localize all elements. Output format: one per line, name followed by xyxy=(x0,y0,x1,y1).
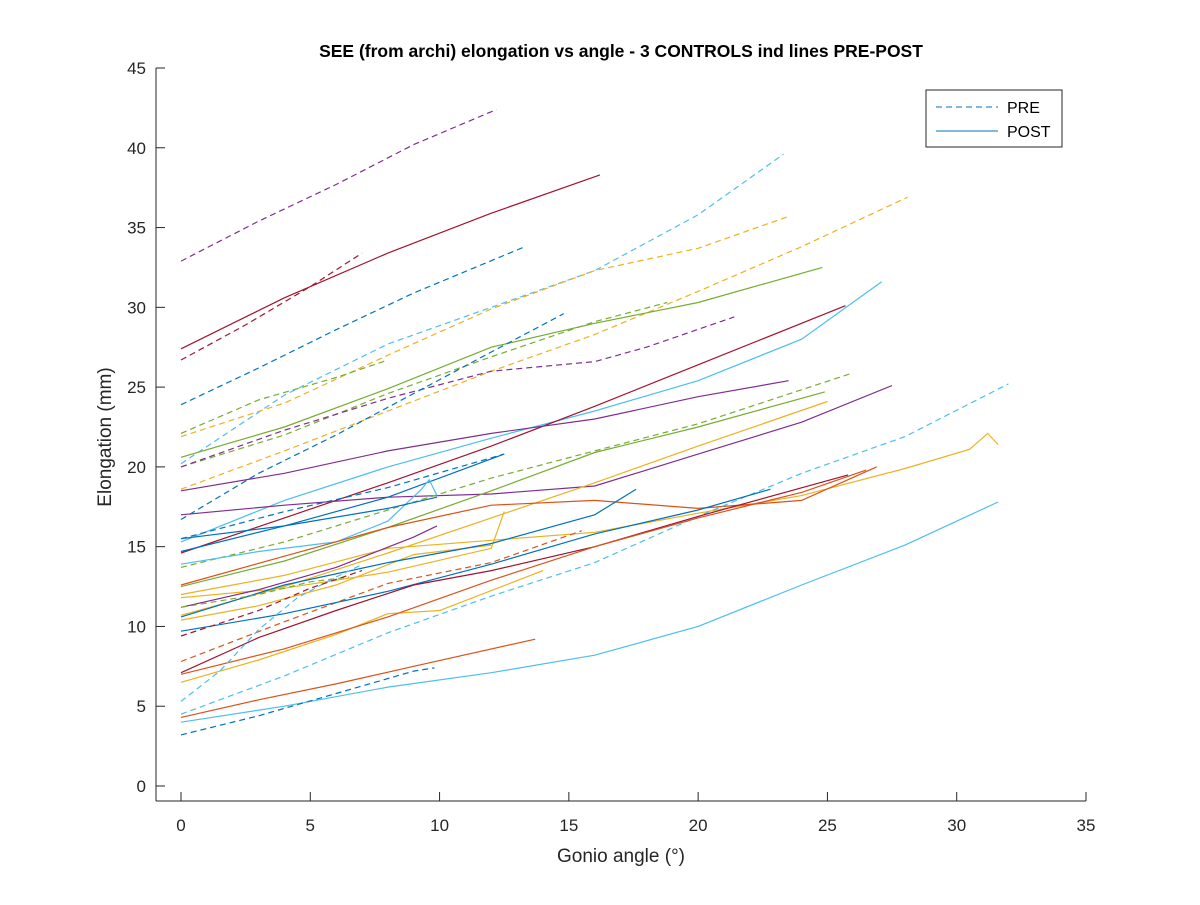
y-tick-label: 0 xyxy=(137,777,146,796)
x-tick-label: 0 xyxy=(176,816,185,835)
series-line-24 xyxy=(180,432,999,596)
series-line-5 xyxy=(180,153,784,465)
series-line-30 xyxy=(180,488,771,632)
series-line-14 xyxy=(180,305,846,554)
x-tick-label: 10 xyxy=(430,816,449,835)
x-tick-label: 15 xyxy=(559,816,578,835)
x-tick-label: 20 xyxy=(689,816,708,835)
series-line-1 xyxy=(180,108,497,262)
series-line-6 xyxy=(180,215,789,438)
legend-label-post: POST xyxy=(1007,124,1051,141)
legend: PRE POST xyxy=(925,89,1063,148)
series-line-13 xyxy=(180,281,883,543)
y-tick-label: 20 xyxy=(127,458,146,477)
ticks-layer: 0 5 10 15 20 25 30 35 0 5 10 15 20 25 30 35 40 45 xyxy=(127,59,1095,835)
series-line-33 xyxy=(180,474,849,674)
x-axis-label: Gonio angle (°) xyxy=(557,846,685,867)
legend-box xyxy=(925,89,1063,148)
x-tick-label: 30 xyxy=(947,816,966,835)
series-line-27 xyxy=(180,530,582,663)
series-line-8 xyxy=(180,359,389,434)
y-tick-label: 35 xyxy=(127,219,146,238)
y-tick-label: 10 xyxy=(127,617,146,636)
series-line-22 xyxy=(180,478,438,565)
series-line-20 xyxy=(180,453,505,553)
series-line-25 xyxy=(180,466,877,586)
y-axis-label: Elongation (mm) xyxy=(95,367,116,506)
x-tick-label: 5 xyxy=(306,816,315,835)
series-line-18 xyxy=(180,391,825,588)
series-line-35 xyxy=(180,469,867,675)
y-tick-label: 40 xyxy=(127,139,146,158)
y-tick-label: 15 xyxy=(127,538,146,557)
series-line-36 xyxy=(180,565,360,702)
series-line-15 xyxy=(180,380,789,492)
y-tick-label: 30 xyxy=(127,298,146,317)
series-line-7 xyxy=(180,196,908,490)
legend-label-pre: PRE xyxy=(1007,100,1040,117)
series-line-12 xyxy=(180,313,564,521)
y-tick-label: 25 xyxy=(127,378,146,397)
series-line-31 xyxy=(180,488,637,618)
series-line-29 xyxy=(180,544,492,621)
series-line-4 xyxy=(180,246,526,406)
series-line-26 xyxy=(180,383,1009,715)
series-line-19 xyxy=(180,400,828,616)
series-line-37 xyxy=(180,576,350,608)
series-line-16 xyxy=(180,384,893,516)
series-line-32 xyxy=(180,525,438,608)
series-line-41 xyxy=(180,667,435,736)
series-line-23 xyxy=(180,496,438,540)
chart-title: SEE (from archi) elongation vs angle - 3… xyxy=(319,41,923,61)
series-line-38 xyxy=(180,570,363,637)
series-line-3 xyxy=(180,252,363,361)
series-line-34 xyxy=(180,570,544,683)
axes-layer xyxy=(155,68,1086,802)
series-line-17 xyxy=(180,372,854,568)
x-tick-label: 35 xyxy=(1077,816,1096,835)
series-line-2 xyxy=(180,174,601,350)
series-line-10 xyxy=(180,266,823,458)
y-tick-label: 5 xyxy=(137,697,146,716)
series-line-11 xyxy=(180,316,735,468)
series-line-21 xyxy=(180,453,505,540)
series-line-39 xyxy=(180,638,536,718)
series-line-28 xyxy=(180,511,505,599)
series-line-9 xyxy=(180,301,668,468)
y-tick-label: 45 xyxy=(127,59,146,78)
series-line-40 xyxy=(180,501,999,723)
x-tick-label: 25 xyxy=(818,816,837,835)
series-layer xyxy=(180,108,1009,736)
